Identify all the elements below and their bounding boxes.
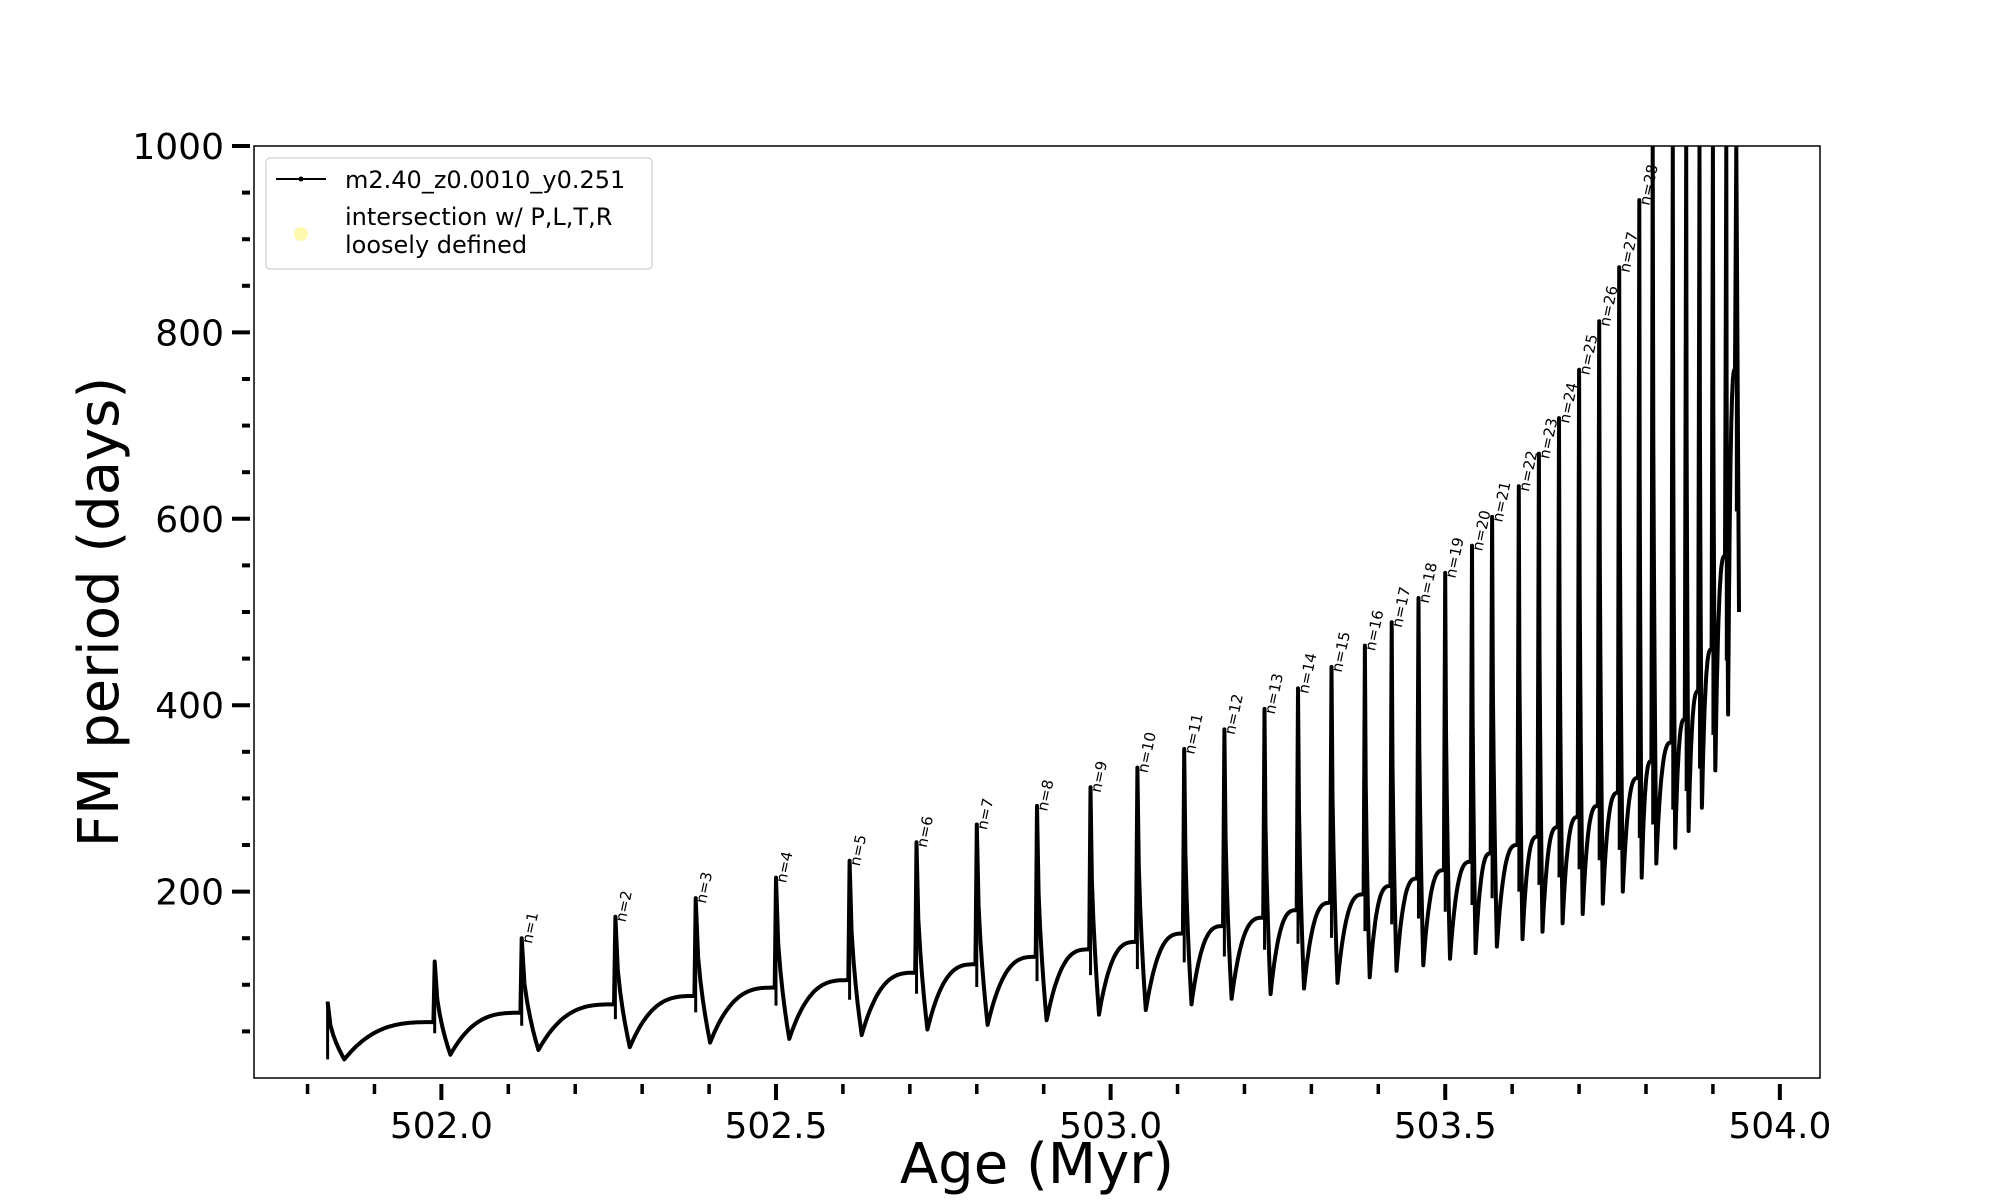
pulse-label: n=18: [1415, 561, 1441, 605]
pulse-label: n=12: [1221, 692, 1247, 736]
pulse-label: n=8: [1033, 778, 1057, 813]
pulse-label: n=3: [692, 870, 716, 905]
y-tick-label: 200: [155, 873, 224, 914]
legend: m2.40_z0.0010_y0.251 intersection w/ P,L…: [265, 157, 653, 270]
pulse-label: n=7: [973, 797, 997, 832]
x-tick-label: 502.5: [724, 1106, 827, 1147]
pulse-label: n=2: [612, 889, 636, 924]
pulse-label: n=1: [518, 910, 542, 945]
x-tick-label: 504.0: [1728, 1106, 1831, 1147]
pulse-label: n=9: [1087, 759, 1111, 794]
y-axis: 200 400 600 800 1000: [132, 127, 250, 1034]
legend-intersection-marker: [294, 227, 308, 241]
pulse-label: n=4: [772, 850, 796, 885]
pulse-label: n=13: [1261, 672, 1287, 716]
y-axis-title: FM period (days): [67, 377, 132, 847]
pulse-label: n=14: [1294, 651, 1320, 695]
pulse-label: n=19: [1442, 536, 1468, 580]
pulse-label: n=10: [1134, 730, 1160, 774]
pulse-label: n=17: [1388, 585, 1414, 629]
x-tick-label: 503.5: [1394, 1106, 1497, 1147]
pulse-label: n=5: [846, 833, 870, 868]
legend-series-marker: [298, 176, 304, 182]
pulse-label: n=21: [1488, 480, 1514, 524]
y-tick-label: 1000: [132, 127, 224, 168]
legend-series-label: m2.40_z0.0010_y0.251: [345, 166, 625, 194]
pulse-label: n=11: [1181, 712, 1207, 756]
legend-box: [265, 157, 653, 270]
x-axis: 502.0 502.5 503.0 503.5 504.0: [305, 1084, 1831, 1147]
legend-marker-label-line1: intersection w/ P,L,T,R: [345, 203, 612, 231]
y-tick-label: 400: [155, 686, 224, 727]
pulse-label: n=6: [913, 814, 937, 849]
pulse-label: n=16: [1361, 608, 1387, 652]
plot-frame: [253, 145, 1821, 1079]
x-tick-label: 502.0: [390, 1106, 493, 1147]
x-tick-label: 503.0: [1059, 1106, 1162, 1147]
pulse-label: n=15: [1328, 630, 1354, 674]
y-tick-label: 600: [155, 500, 224, 541]
y-tick-label: 800: [155, 313, 224, 354]
pulse-label: n=28: [1636, 163, 1662, 207]
legend-marker-label-line2: loosely defined: [345, 231, 527, 259]
series-group: [325, 146, 1741, 1062]
x-axis-title: Age (Myr): [900, 1132, 1174, 1197]
